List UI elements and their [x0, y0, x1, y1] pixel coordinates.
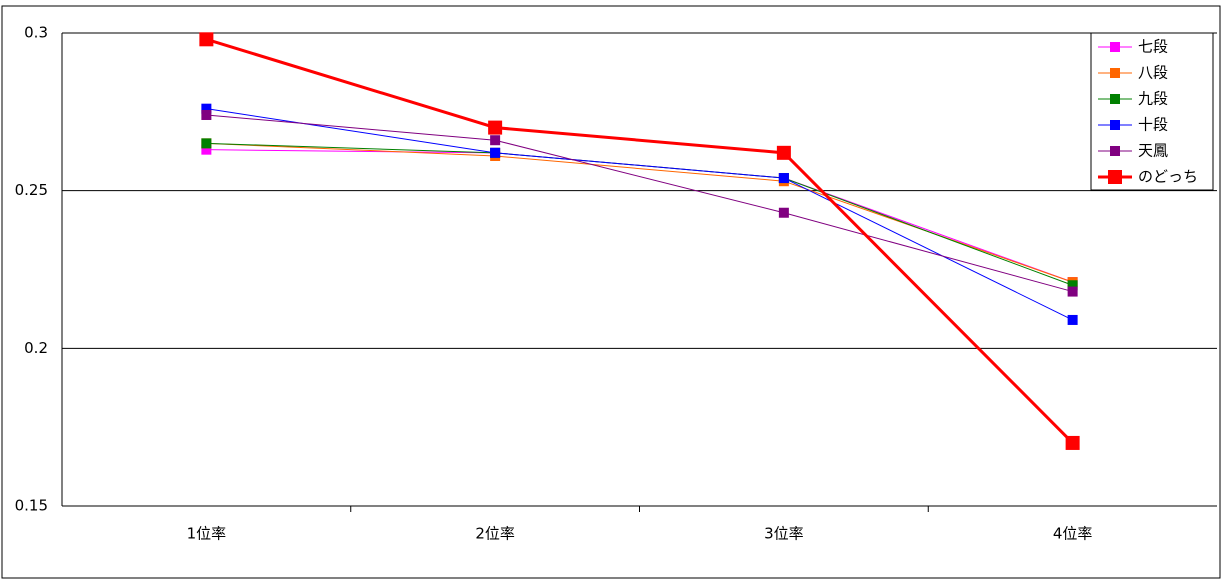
point-marker: [1067, 286, 1078, 297]
legend-marker: [1110, 94, 1120, 104]
x-tick-label: 3位率: [764, 525, 804, 543]
point-marker: [199, 32, 214, 47]
series-line: [205, 37, 1074, 444]
y-tick-label: 0.15: [15, 497, 48, 515]
x-tick-label: 4位率: [1053, 525, 1093, 543]
point-marker: [490, 135, 501, 146]
legend-marker: [1108, 170, 1122, 184]
series-line: [206, 108, 1073, 321]
y-tick-label: 0.25: [15, 181, 48, 199]
point-marker: [201, 144, 212, 155]
point-marker: [778, 173, 789, 184]
point-marker: [1067, 280, 1078, 291]
legend-marker: [1110, 68, 1120, 78]
point-marker: [1065, 435, 1080, 450]
chart-frame: [1, 5, 1221, 579]
point-marker: [201, 109, 212, 120]
point-marker: [488, 120, 503, 135]
legend-marker: [1110, 42, 1120, 52]
legend-label: 十段: [1138, 116, 1168, 134]
point-marker: [778, 207, 789, 218]
legend-label: 天鳳: [1138, 142, 1168, 160]
point-marker: [201, 103, 212, 114]
x-tick-label: 1位率: [187, 525, 227, 543]
legend-marker: [1110, 120, 1120, 130]
legend-box: [1090, 32, 1214, 191]
legend-label: 七段: [1138, 38, 1168, 56]
legend-label: 九段: [1138, 90, 1168, 108]
point-marker: [201, 138, 212, 149]
series-line: [206, 114, 1073, 293]
legend-label: のどっち: [1138, 168, 1198, 186]
y-tick-label: 0.3: [24, 24, 48, 42]
point-marker: [490, 147, 501, 158]
x-tick-label: 2位率: [475, 525, 515, 543]
point-marker: [1067, 314, 1078, 325]
legend-label: 八段: [1138, 64, 1168, 82]
y-tick-label: 0.2: [24, 339, 48, 357]
legend-marker: [1110, 146, 1120, 156]
point-marker: [776, 145, 791, 160]
